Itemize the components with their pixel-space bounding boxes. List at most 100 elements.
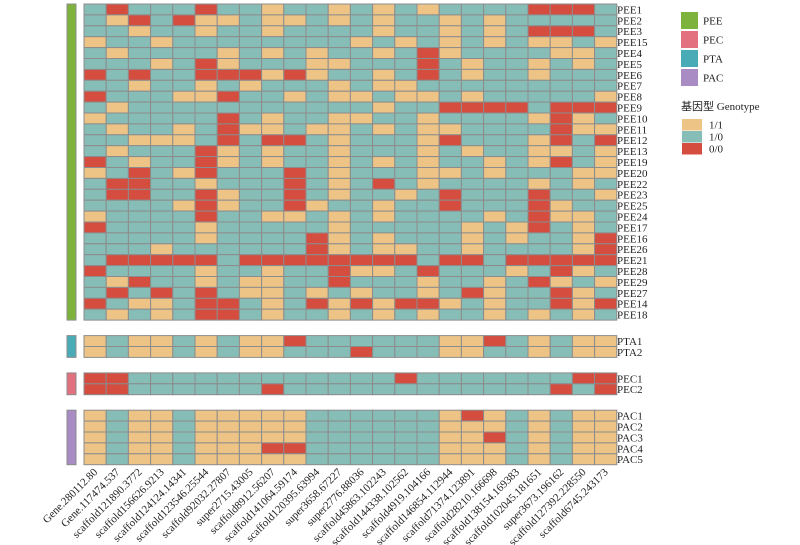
heatmap-cell (127, 112, 152, 125)
heatmap-cell (261, 210, 285, 223)
row-label: PEE9 (617, 103, 643, 115)
heatmap-cell (549, 372, 573, 385)
heatmap-cell (416, 68, 440, 81)
heatmap-cell (216, 112, 240, 125)
heatmap-cell (460, 286, 485, 299)
heatmap-cell (83, 156, 107, 169)
heatmap-cell (283, 188, 307, 201)
heatmap-cell (216, 308, 240, 321)
heatmap-cell (127, 232, 152, 245)
heatmap-cell (549, 101, 573, 114)
heatmap-cell (416, 346, 440, 358)
heatmap-cell (527, 409, 551, 422)
heatmap-cell (194, 167, 218, 179)
heatmap-cell (460, 123, 485, 136)
heatmap-cell (261, 297, 285, 310)
heatmap-cell (105, 14, 129, 27)
heatmap-cell (194, 453, 218, 466)
heatmap-cell (416, 101, 440, 114)
heatmap-cells (83, 3, 618, 466)
heatmap-cell (305, 47, 329, 59)
heatmap-cell (261, 431, 285, 444)
heatmap-cell (438, 47, 462, 59)
heatmap-cell (372, 232, 396, 245)
heatmap-cell (505, 442, 529, 455)
heatmap-cell (372, 167, 396, 179)
heatmap-cell (394, 265, 418, 278)
heatmap-cell (150, 167, 174, 179)
heatmap-cell (571, 58, 596, 70)
heatmap-cell (194, 156, 218, 169)
heatmap-cell (105, 47, 129, 59)
row-label: PEE1 (617, 4, 642, 16)
heatmap-cell (438, 177, 462, 190)
row-label: PTA1 (617, 336, 642, 348)
heatmap-cell (216, 232, 240, 245)
heatmap-cell (594, 145, 618, 158)
heatmap-cell (460, 68, 485, 81)
heatmap-cell (238, 177, 263, 190)
group-legend-label: PTA (703, 54, 723, 66)
heatmap-cell (127, 442, 152, 455)
heatmap-cell (394, 243, 418, 256)
heatmap-cell (327, 232, 351, 245)
row-label: PEE5 (617, 59, 643, 71)
heatmap-cell (505, 335, 529, 348)
heatmap-cell (83, 112, 107, 125)
heatmap-cell (305, 79, 329, 92)
heatmap-cell (127, 221, 152, 234)
heatmap-cell (238, 199, 263, 212)
heatmap-cell (83, 145, 107, 158)
heatmap-cell (283, 90, 307, 103)
heatmap-cell (571, 112, 596, 125)
heatmap-cell (527, 47, 551, 59)
heatmap-cell (438, 156, 462, 169)
heatmap-cell (594, 101, 618, 114)
heatmap-cell (238, 210, 263, 223)
heatmap-cell (305, 156, 329, 169)
heatmap-cell (194, 265, 218, 278)
heatmap-cell (372, 79, 396, 92)
heatmap-cell (527, 210, 551, 223)
heatmap-cell (483, 243, 507, 256)
heatmap-cell (594, 68, 618, 81)
heatmap-cell (238, 254, 263, 267)
heatmap-cell (527, 188, 551, 201)
heatmap-cell (283, 36, 307, 49)
heatmap-cell (327, 145, 351, 158)
heatmap-cell (216, 134, 240, 147)
heatmap-cell (150, 123, 174, 136)
heatmap-cell (150, 265, 174, 278)
heatmap-cell (172, 383, 196, 396)
heatmap-cell (305, 372, 329, 385)
heatmap-cell (194, 372, 218, 385)
heatmap-cell (105, 372, 129, 385)
heatmap-cell (483, 335, 507, 348)
heatmap-cell (261, 442, 285, 455)
heatmap-cell (127, 36, 152, 49)
heatmap-cell (216, 210, 240, 223)
heatmap-cell (460, 453, 485, 466)
heatmap-cell (394, 123, 418, 136)
heatmap-cell (150, 3, 174, 16)
heatmap-cell (549, 145, 573, 158)
heatmap-cell (238, 123, 263, 136)
heatmap-cell (172, 3, 196, 16)
heatmap-cell (305, 232, 329, 245)
heatmap-cell (194, 177, 218, 190)
heatmap-cell (327, 90, 351, 103)
heatmap-cell (305, 25, 329, 38)
heatmap-cell (238, 409, 263, 422)
heatmap-cell (594, 134, 618, 147)
heatmap-cell (327, 199, 351, 212)
row-label: PEE21 (617, 255, 648, 267)
heatmap-cell (349, 243, 374, 256)
heatmap-cell (349, 308, 374, 321)
heatmap-cell (105, 134, 129, 147)
heatmap-cell (83, 79, 107, 92)
heatmap-cell (283, 101, 307, 114)
heatmap-cell (194, 409, 218, 422)
heatmap-cell (527, 308, 551, 321)
heatmap-cell (460, 254, 485, 267)
heatmap-cell (571, 431, 596, 444)
